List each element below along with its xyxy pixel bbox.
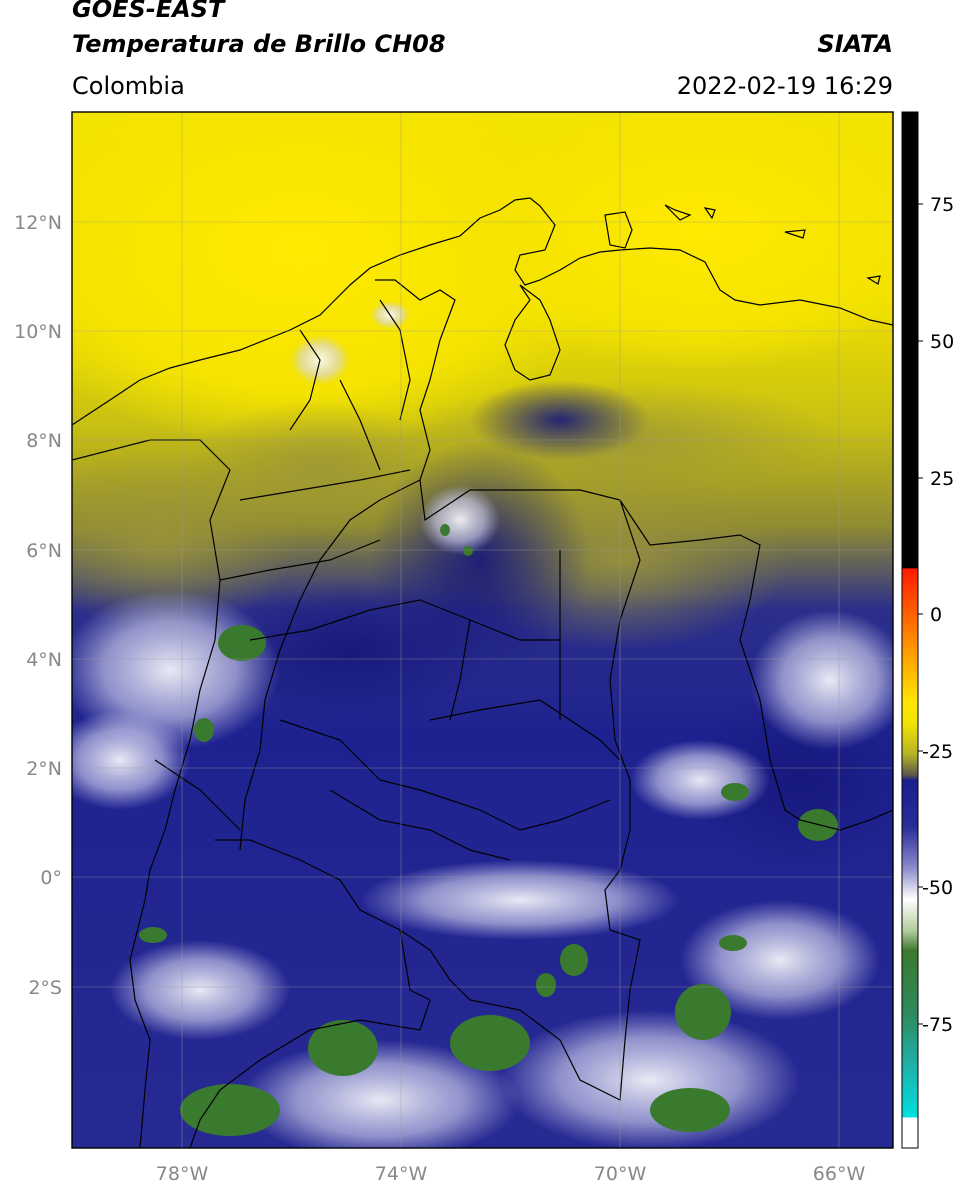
- map-frame: [71, 111, 894, 1149]
- colorbar-tick-label: 50: [930, 331, 954, 353]
- agency-label: SIATA: [817, 30, 893, 58]
- product-title: Temperatura de Brillo CH08: [72, 30, 446, 58]
- lon-tick-label: 74°W: [375, 1163, 428, 1185]
- lat-tick-label: 0°: [40, 867, 62, 889]
- lat-tick-label: 4°N: [26, 649, 62, 671]
- lon-tick-label: 78°W: [156, 1163, 209, 1185]
- colorbar-tick-label: 0: [930, 604, 942, 626]
- colorbar-tick-label: 25: [930, 468, 954, 490]
- colorbar-gradient: [902, 112, 918, 1148]
- colorbar-tick-label: 75: [930, 194, 954, 216]
- colorbar-tick-label: -25: [922, 741, 953, 763]
- lat-tick-label: 8°N: [26, 430, 62, 452]
- colorbar-frame: [901, 111, 919, 1149]
- longitude-ticks: 78°W 74°W 70°W 66°W: [156, 1163, 866, 1185]
- islands: [604, 204, 881, 285]
- graticule: [72, 112, 893, 1148]
- lon-tick-label: 70°W: [594, 1163, 647, 1185]
- lat-tick-label: 10°N: [14, 321, 62, 343]
- satellite-title: GOES-EAST: [72, 0, 225, 23]
- coastline-and-borders: [72, 197, 893, 1148]
- colorbar: 75 50 25 0 -25 -50 -75: [901, 111, 954, 1149]
- datetime-label: 2022-02-19 16:29: [676, 72, 893, 100]
- lat-tick-label: 12°N: [14, 212, 62, 234]
- region-label: Colombia: [72, 72, 185, 100]
- colorbar-tick-label: -50: [922, 877, 953, 899]
- latitude-ticks: 12°N 10°N 8°N 6°N 4°N 2°N 0° 2°S: [14, 212, 62, 999]
- colorbar-tick-label: -75: [922, 1014, 953, 1036]
- lat-tick-label: 2°N: [26, 758, 62, 780]
- lat-tick-label: 2°S: [28, 977, 62, 999]
- lon-tick-label: 66°W: [813, 1163, 866, 1185]
- lat-tick-label: 6°N: [26, 540, 62, 562]
- brightness-temperature-field: [72, 112, 893, 1148]
